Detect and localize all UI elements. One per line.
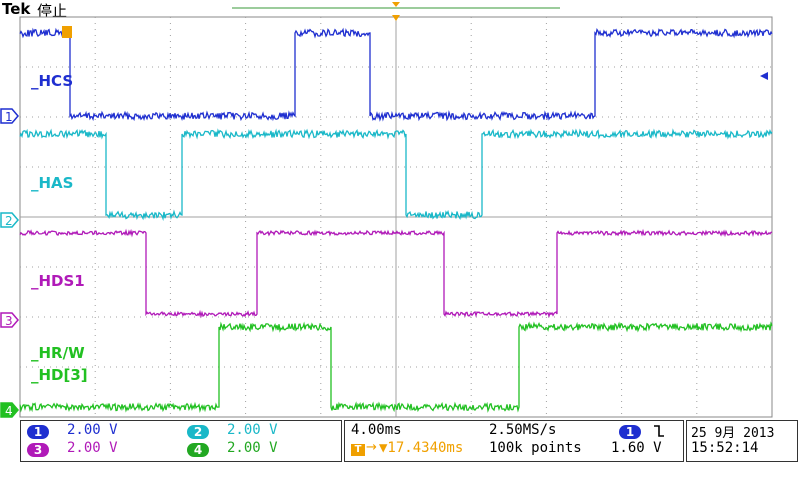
channel-4-trace (19, 321, 773, 414)
channel-3-scale: 2.00 V (67, 440, 118, 456)
channel-1-marker-number: 1 (5, 110, 13, 124)
channel-2-ground-marker (0, 212, 19, 228)
channel-4-marker-number: 4 (5, 404, 13, 418)
brand-label: Tek (2, 0, 31, 18)
trigger-position-icon: T (351, 444, 365, 456)
datetime-panel: 25 9月 2013 15:52:14 (686, 420, 798, 462)
channel-4-label-2: _HD[3] (31, 366, 88, 384)
channel-1-scale: 2.00 V (67, 422, 118, 438)
channel-2-label: _HAS (31, 174, 74, 192)
channel-4-badge[interactable]: 4 (187, 443, 209, 457)
trigger-position: ▼17.4340ms (379, 440, 464, 456)
channel-3-label: _HDS1 (31, 272, 85, 290)
channel-2-marker-number: 2 (5, 214, 13, 228)
channel-2-badge[interactable]: 2 (187, 425, 209, 439)
channel-3-badge[interactable]: 3 (27, 443, 49, 457)
arrow-right-icon: → (366, 440, 377, 455)
channel-scales-panel: 1 2.00 V 2 2.00 V 3 2.00 V 4 2.00 V (20, 420, 342, 462)
channel-1-trace (19, 27, 773, 122)
channel-1-label: _HCS (31, 72, 74, 90)
waveform-area: 1 2 3 4 (0, 2, 773, 418)
time-per-division: 4.00ms (351, 422, 402, 438)
channel-4-scale: 2.00 V (227, 440, 278, 456)
record-length: 100k points (489, 440, 582, 456)
trigger-position-marker-top (392, 2, 400, 7)
timebase-panel: 4.00ms 2.50MS/s 1 T → ▼17.4340ms 100k po… (344, 420, 684, 462)
channel-3-trace (19, 228, 773, 319)
channel-2-scale: 2.00 V (227, 422, 278, 438)
trigger-marker (62, 26, 72, 38)
channel-2-trace (19, 128, 773, 222)
falling-edge-icon (651, 423, 667, 443)
trigger-level-marker (760, 72, 768, 80)
acquisition-state: 停止 (37, 2, 68, 20)
trigger-position-marker (392, 15, 400, 21)
channel-3-marker-number: 3 (5, 314, 13, 328)
trigger-level: 1.60 V (611, 440, 662, 456)
channel-4-label: _HR/W (31, 344, 85, 362)
time: 15:52:14 (691, 440, 759, 456)
sample-rate: 2.50MS/s (489, 422, 557, 438)
date: 25 9月 2013 (691, 426, 775, 441)
trigger-source-badge[interactable]: 1 (619, 425, 641, 439)
channel-1-ground-marker (0, 108, 19, 124)
channel-3-ground-marker (0, 312, 19, 328)
channel-4-ground-marker (0, 402, 19, 418)
channel-1-badge[interactable]: 1 (27, 425, 49, 439)
